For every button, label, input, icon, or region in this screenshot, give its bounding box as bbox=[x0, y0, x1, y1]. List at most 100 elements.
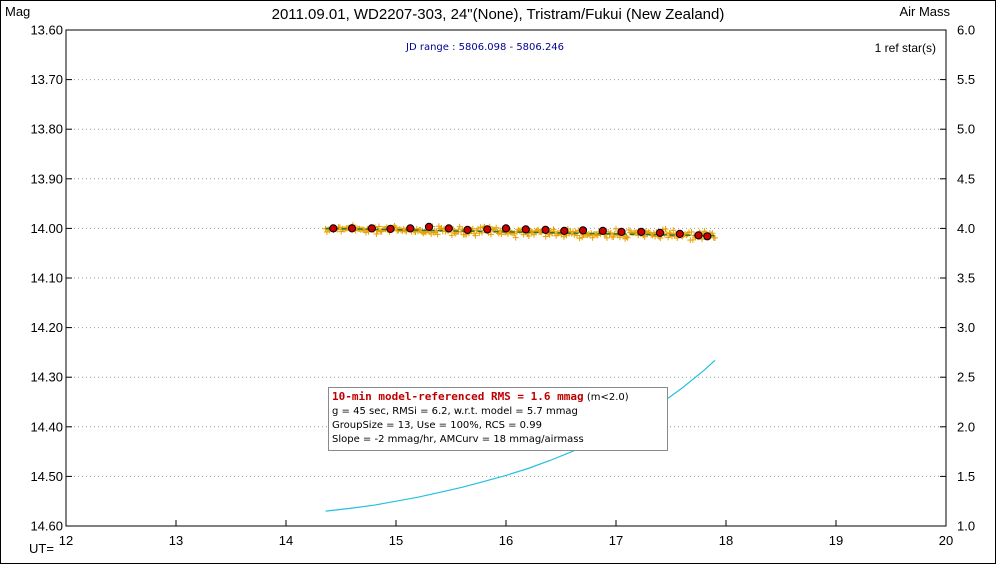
info-line-slope: Slope = -2 mmag/hr, AMCurv = 18 mmag/air… bbox=[332, 434, 584, 445]
y-left-tick-label: 14.10 bbox=[30, 271, 63, 286]
raw-point bbox=[613, 225, 619, 232]
y-axis-left-title: Mag bbox=[5, 4, 31, 19]
y-right-tick-label: 3.5 bbox=[957, 271, 975, 286]
raw-point bbox=[666, 229, 673, 236]
x-tick-label: 20 bbox=[939, 533, 953, 548]
binned-point bbox=[541, 225, 550, 234]
raw-point bbox=[493, 224, 500, 231]
binned-point bbox=[483, 225, 492, 234]
chart-title: 2011.09.01, WD2207-303, 24"(None), Trist… bbox=[271, 6, 725, 23]
y-axis-right-title: Air Mass bbox=[899, 4, 950, 19]
raw-point bbox=[488, 231, 494, 238]
binned-point bbox=[406, 224, 415, 233]
x-tick-label: 12 bbox=[59, 533, 73, 548]
rms-value-text: 10-min model-referenced RMS = 1.6 mmag bbox=[332, 390, 584, 403]
binned-point bbox=[424, 222, 434, 231]
y-right-tick-label: 3.0 bbox=[957, 320, 975, 335]
raw-point bbox=[363, 229, 369, 236]
binned-point bbox=[655, 228, 665, 237]
binned-point bbox=[560, 226, 569, 235]
info-line-g: g = 45 sec, RMSi = 6.2, w.r.t. model = 5… bbox=[332, 406, 578, 417]
raw-point bbox=[525, 233, 532, 239]
y-right-tick-label: 1.5 bbox=[957, 469, 975, 484]
rms-condition-text: (m<2.0) bbox=[586, 392, 629, 403]
x-axis-ticks: 12 13 14 15 16 17 18 19 20 bbox=[59, 520, 953, 548]
binned-point bbox=[578, 226, 588, 235]
binned-point bbox=[694, 231, 703, 240]
binned-point bbox=[675, 229, 684, 238]
y-right-tick-label: 1.0 bbox=[957, 519, 975, 534]
raw-point bbox=[495, 230, 502, 237]
raw-point bbox=[415, 228, 422, 235]
y-right-tick-label: 5.5 bbox=[957, 72, 975, 87]
y-right-tick-label: 2.5 bbox=[957, 370, 975, 385]
raw-point bbox=[434, 231, 441, 238]
stats-info-box: 10-min model-referenced RMS = 1.6 mmag (… bbox=[328, 387, 668, 451]
ref-stars-annotation: 1 ref star(s) bbox=[874, 41, 936, 55]
raw-point bbox=[376, 223, 382, 230]
binned-point bbox=[347, 224, 357, 233]
raw-point bbox=[448, 232, 455, 239]
raw-point bbox=[373, 231, 380, 237]
raw-point bbox=[670, 227, 677, 234]
binned-point bbox=[617, 227, 626, 236]
y-right-tick-label: 4.5 bbox=[957, 171, 975, 186]
binned-point bbox=[703, 232, 712, 241]
jd-range-annotation: JD range : 5806.098 - 5806.246 bbox=[406, 42, 565, 53]
x-tick-label: 14 bbox=[279, 533, 293, 548]
raw-point bbox=[624, 234, 631, 241]
info-line-rms: 10-min model-referenced RMS = 1.6 mmag (… bbox=[332, 390, 664, 405]
raw-point bbox=[607, 229, 614, 236]
y-right-tick-label: 5.0 bbox=[957, 122, 975, 137]
y-axis-right-ticks: 6.0 5.5 5.0 4.5 4.0 3.5 3.0 2.5 2.0 1.5 1.0 bbox=[940, 23, 975, 534]
y-left-tick-label: 14.00 bbox=[30, 221, 63, 236]
info-line-groupsize: GroupSize = 13, Use = 100%, RCS = 0.99 bbox=[332, 420, 542, 431]
raw-point bbox=[649, 232, 656, 239]
y-left-tick-label: 14.20 bbox=[30, 320, 63, 335]
x-tick-label: 18 bbox=[719, 533, 733, 548]
raw-point bbox=[576, 235, 583, 242]
x-tick-label: 13 bbox=[169, 533, 183, 548]
binned-point bbox=[386, 224, 395, 233]
binned-point bbox=[367, 224, 376, 233]
raw-point bbox=[689, 236, 696, 243]
binned-point bbox=[598, 226, 607, 235]
x-tick-label: 17 bbox=[609, 533, 623, 548]
y-left-tick-label: 14.40 bbox=[30, 419, 63, 434]
raw-point bbox=[374, 227, 381, 234]
raw-point bbox=[512, 234, 519, 241]
binned-point bbox=[444, 224, 453, 233]
binned-point bbox=[501, 224, 511, 233]
y-right-tick-label: 4.0 bbox=[957, 221, 975, 236]
binned-series bbox=[329, 222, 712, 241]
raw-point bbox=[665, 234, 672, 241]
binned-point bbox=[463, 225, 472, 234]
x-axis-title: UT= bbox=[29, 541, 54, 556]
y-left-tick-label: 14.50 bbox=[30, 469, 63, 484]
y-right-tick-label: 6.0 bbox=[957, 23, 975, 38]
raw-point bbox=[603, 234, 610, 241]
binned-point bbox=[521, 225, 530, 234]
raw-point bbox=[641, 233, 648, 240]
y-right-tick-label: 2.0 bbox=[957, 419, 975, 434]
raw-point bbox=[667, 230, 674, 237]
raw-point bbox=[712, 235, 718, 241]
y-left-tick-label: 14.60 bbox=[30, 519, 63, 534]
raw-point bbox=[610, 234, 617, 241]
raw-point bbox=[644, 230, 651, 237]
raw-point bbox=[688, 228, 695, 235]
y-left-tick-label: 13.90 bbox=[30, 171, 63, 186]
raw-point bbox=[542, 233, 549, 240]
x-tick-label: 16 bbox=[499, 533, 513, 548]
x-tick-label: 19 bbox=[829, 533, 843, 548]
raw-point bbox=[472, 232, 479, 239]
y-left-tick-label: 13.60 bbox=[30, 23, 63, 38]
y-left-tick-label: 14.30 bbox=[30, 370, 63, 385]
x-tick-label: 15 bbox=[389, 533, 403, 548]
y-left-tick-label: 13.70 bbox=[30, 72, 63, 87]
y-axis-left-ticks: 13.60 13.70 13.80 13.90 14.00 14.10 14.20 14.30… bbox=[30, 23, 72, 534]
binned-point bbox=[329, 224, 338, 233]
binned-point bbox=[637, 227, 646, 236]
raw-point bbox=[662, 226, 669, 232]
